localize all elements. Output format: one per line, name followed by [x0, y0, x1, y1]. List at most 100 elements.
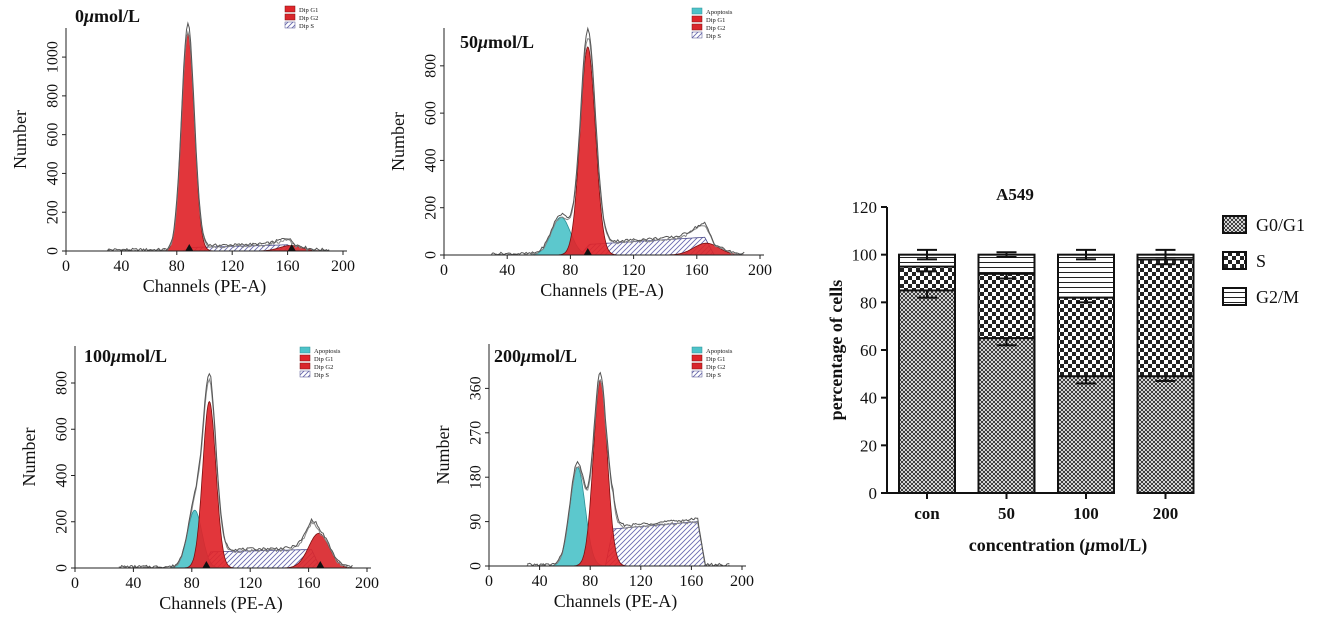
panel-title: 0μmol/L [75, 6, 140, 26]
y-tick-label: 0 [54, 564, 71, 572]
legend-label: Dip G1 [706, 17, 725, 24]
envelope-line [118, 372, 353, 569]
x-tick-label: 200 [730, 573, 754, 590]
legend-label: Dip G1 [314, 356, 333, 363]
bar-g0-g1-con [898, 289, 956, 494]
x-tick-label: 200 [355, 575, 379, 592]
legend-label: G0/G1 [1256, 215, 1305, 235]
legend-swatch [691, 23, 703, 31]
x-tick-label: 120 [220, 258, 244, 275]
series-area-dip-g1 [444, 46, 760, 256]
histogram-panel-100umol: 0 40 80 120 160 200 0 200 400 600 800 Channels (PE-… [19, 346, 379, 614]
histogram-panel-50umol: 0 40 80 120 160 200 0 200 400 600 800 Channels (PE-… [388, 7, 772, 301]
x-tick-label: 0 [485, 573, 493, 590]
y-tick-label: 400 [45, 161, 62, 185]
legend-label: Dip G2 [706, 364, 725, 371]
legend-swatch [1222, 215, 1247, 234]
x-tick-label: 160 [679, 573, 703, 590]
series-area-dip-g1 [66, 32, 343, 252]
bar-g2-m-100 [1057, 253, 1115, 299]
chart-title: A549 [996, 185, 1034, 204]
y-tick-label: 80 [860, 293, 877, 312]
envelope-line [491, 37, 745, 256]
legend-label: Apoptosis [706, 348, 733, 355]
y-axis-label: Number [388, 112, 408, 171]
legend-label: Dip S [299, 23, 314, 30]
x-tick-label: 200 [331, 258, 355, 275]
legend-label: Dip G1 [299, 7, 318, 14]
x-axis-label: Channels (PE-A) [540, 280, 663, 301]
y-tick-label: 600 [423, 101, 440, 125]
legend-swatch [284, 13, 296, 21]
legend-label: Dip S [314, 372, 329, 379]
x-tick-label: 160 [685, 262, 709, 279]
legend-swatch [299, 346, 311, 354]
bar-s-100 [1057, 296, 1115, 378]
histogram-panel-0umol: 0 40 80 120 160 200 0 200 400 600 800 1000 Channels … [10, 5, 355, 297]
x-tick-label: 40 [125, 575, 141, 592]
legend-swatch [691, 362, 703, 370]
y-tick-label: 800 [45, 84, 62, 108]
panel-title: 200μmol/L [494, 346, 577, 366]
x-axis-label: Channels (PE-A) [143, 276, 266, 297]
x-tick-label: 160 [276, 258, 300, 275]
x-tick-label: 120 [622, 262, 646, 279]
histogram-panel-200umol: 0 40 80 120 160 200 0 90 180 270 360 Channels (PE-A… [433, 344, 754, 612]
legend-swatch [691, 31, 703, 39]
x-axis-label: Channels (PE-A) [554, 591, 677, 612]
legend-swatch [691, 346, 703, 354]
y-tick-label: 0 [468, 562, 485, 570]
legend-label: Apoptosis [706, 9, 733, 16]
y-tick-label: 200 [45, 200, 62, 224]
legend-label: Dip G2 [706, 25, 725, 32]
y-tick-label: 90 [468, 514, 485, 530]
y-tick-label: 200 [423, 196, 440, 220]
legend-swatch [691, 7, 703, 15]
panel-title: 100μmol/L [84, 346, 167, 366]
legend-label: Dip G2 [299, 15, 318, 22]
y-tick-label: 20 [860, 436, 877, 455]
y-tick-label: 100 [852, 246, 878, 265]
y-axis-label: Number [19, 428, 39, 487]
y-tick-label: 600 [54, 417, 71, 441]
y-tick-label: 400 [54, 464, 71, 488]
legend-label: G2/M [1256, 287, 1299, 307]
x-tick-label: 120 [238, 575, 262, 592]
envelope-line [526, 378, 730, 567]
legend-swatch [1222, 251, 1247, 270]
x-tick-label: 80 [184, 575, 200, 592]
legend-label: Dip S [706, 372, 721, 379]
legend-label: S [1256, 251, 1266, 271]
y-tick-label: 0 [869, 484, 878, 503]
y-tick-label: 800 [54, 371, 71, 395]
legend-swatch [1222, 287, 1247, 306]
x-tick-label: con [914, 504, 940, 523]
x-tick-label: 0 [440, 262, 448, 279]
y-tick-label: 0 [423, 251, 440, 259]
x-tick-label: 120 [629, 573, 653, 590]
legend-label: Apoptosis [314, 348, 341, 355]
x-tick-label: 100 [1073, 504, 1099, 523]
bar-s-200 [1136, 258, 1195, 378]
bar-g0-g1-100 [1057, 375, 1115, 495]
legend-swatch [284, 21, 296, 29]
x-tick-label: 40 [499, 262, 515, 279]
peak-marker [316, 561, 325, 568]
x-axis-label: Channels (PE-A) [159, 593, 282, 614]
y-tick-label: 270 [468, 421, 485, 445]
legend-swatch [299, 354, 311, 362]
y-tick-label: 180 [468, 465, 485, 489]
x-tick-label: 50 [998, 504, 1015, 523]
legend-swatch [691, 370, 703, 378]
legend-swatch [284, 5, 296, 13]
legend-swatch [299, 370, 311, 378]
y-tick-label: 1000 [45, 41, 62, 73]
x-tick-label: 80 [582, 573, 598, 590]
legend-label: Dip S [706, 33, 721, 40]
x-tick-label: 200 [748, 262, 772, 279]
y-axis-label: Number [433, 426, 453, 485]
y-tick-label: 360 [468, 376, 485, 400]
y-axis-label: percentage of cells [826, 280, 846, 421]
bar-g0-g1-200 [1136, 375, 1195, 495]
